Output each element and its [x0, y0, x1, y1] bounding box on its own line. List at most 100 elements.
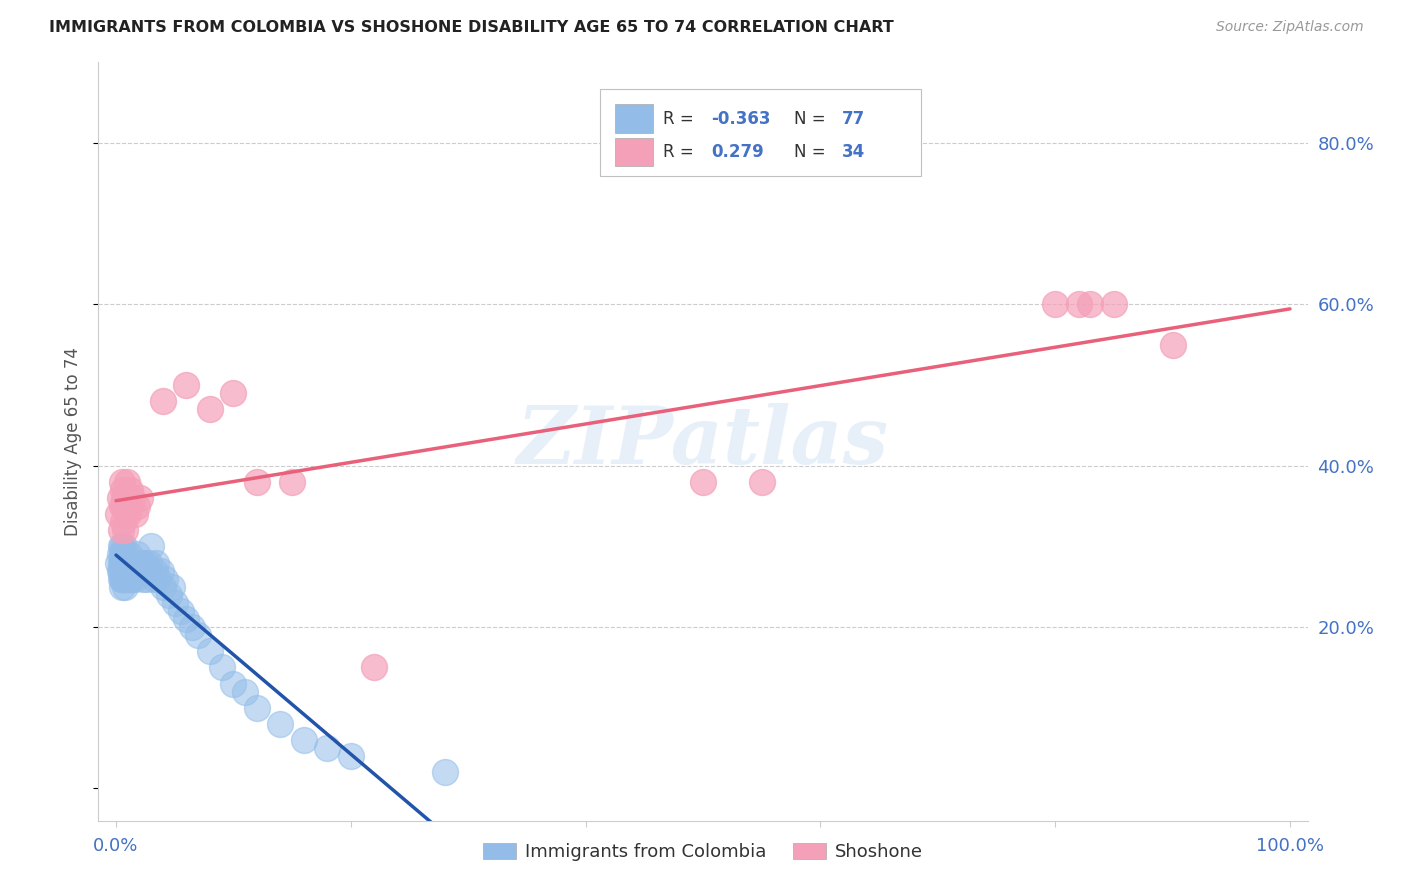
Text: -0.363: -0.363	[711, 110, 770, 128]
Text: 34: 34	[842, 143, 865, 161]
Text: IMMIGRANTS FROM COLOMBIA VS SHOSHONE DISABILITY AGE 65 TO 74 CORRELATION CHART: IMMIGRANTS FROM COLOMBIA VS SHOSHONE DIS…	[49, 20, 894, 35]
Text: 100.0%: 100.0%	[1256, 837, 1324, 855]
Point	[281, 475, 304, 489]
Point	[110, 564, 132, 578]
Point	[163, 596, 186, 610]
Point	[176, 612, 198, 626]
Point	[111, 548, 134, 562]
Point	[122, 556, 145, 570]
Point	[139, 564, 162, 578]
Point	[112, 540, 135, 554]
Point	[162, 580, 184, 594]
Point	[114, 499, 136, 513]
Point	[128, 491, 150, 505]
Point	[751, 475, 773, 489]
Point	[112, 564, 135, 578]
Point	[246, 475, 269, 489]
Point	[121, 491, 143, 505]
Point	[118, 548, 141, 562]
Point	[115, 475, 138, 489]
Point	[115, 572, 138, 586]
Point	[222, 676, 245, 690]
Point	[108, 564, 131, 578]
Point	[148, 572, 170, 586]
Point	[110, 523, 132, 537]
Point	[1080, 297, 1102, 311]
Text: 77: 77	[842, 110, 865, 128]
Point	[132, 572, 155, 586]
FancyBboxPatch shape	[614, 104, 654, 133]
Point	[246, 700, 269, 714]
Point	[135, 572, 157, 586]
Point	[149, 564, 172, 578]
Point	[131, 556, 153, 570]
Point	[120, 483, 142, 497]
Point	[112, 515, 135, 529]
Point	[269, 716, 291, 731]
Point	[120, 556, 142, 570]
Point	[1102, 297, 1125, 311]
Text: 0.279: 0.279	[711, 143, 765, 161]
Point	[138, 556, 160, 570]
Point	[114, 580, 136, 594]
Point	[120, 572, 142, 586]
Point	[127, 499, 149, 513]
Point	[124, 507, 146, 521]
Point	[115, 556, 138, 570]
Point	[112, 572, 135, 586]
Point	[112, 491, 135, 505]
Point	[181, 620, 204, 634]
Point	[108, 491, 131, 505]
Point	[111, 499, 134, 513]
Point	[114, 564, 136, 578]
Point	[692, 475, 714, 489]
Point	[108, 548, 131, 562]
Point	[118, 499, 141, 513]
Text: N =: N =	[793, 110, 831, 128]
Point	[117, 491, 139, 505]
Point	[111, 540, 134, 554]
Point	[111, 475, 134, 489]
Point	[134, 564, 156, 578]
Point	[111, 556, 134, 570]
Point	[120, 564, 142, 578]
Point	[114, 523, 136, 537]
Point	[1043, 297, 1066, 311]
Point	[112, 499, 135, 513]
Text: Source: ZipAtlas.com: Source: ZipAtlas.com	[1216, 20, 1364, 34]
FancyBboxPatch shape	[614, 137, 654, 166]
Point	[340, 749, 363, 764]
FancyBboxPatch shape	[600, 89, 921, 177]
Point	[110, 556, 132, 570]
Text: R =: R =	[664, 110, 699, 128]
Text: 0.0%: 0.0%	[93, 837, 139, 855]
Point	[128, 564, 150, 578]
Point	[117, 572, 139, 586]
Point	[176, 378, 198, 392]
Point	[363, 660, 385, 674]
Point	[112, 572, 135, 586]
Point	[117, 564, 139, 578]
Point	[292, 733, 315, 747]
Point	[233, 684, 256, 698]
Point	[118, 564, 141, 578]
Point	[121, 572, 143, 586]
Point	[112, 548, 135, 562]
Point	[111, 580, 134, 594]
Point	[110, 572, 132, 586]
Point	[127, 564, 149, 578]
Point	[136, 564, 159, 578]
Point	[110, 540, 132, 554]
Point	[141, 540, 163, 554]
Point	[112, 556, 135, 570]
Point	[107, 556, 129, 570]
Point	[152, 580, 174, 594]
Legend: Immigrants from Colombia, Shoshone: Immigrants from Colombia, Shoshone	[477, 836, 929, 869]
Point	[222, 386, 245, 401]
Point	[198, 402, 221, 417]
Point	[111, 572, 134, 586]
Point	[117, 556, 139, 570]
Point	[107, 507, 129, 521]
Point	[117, 507, 139, 521]
Point	[152, 394, 174, 409]
